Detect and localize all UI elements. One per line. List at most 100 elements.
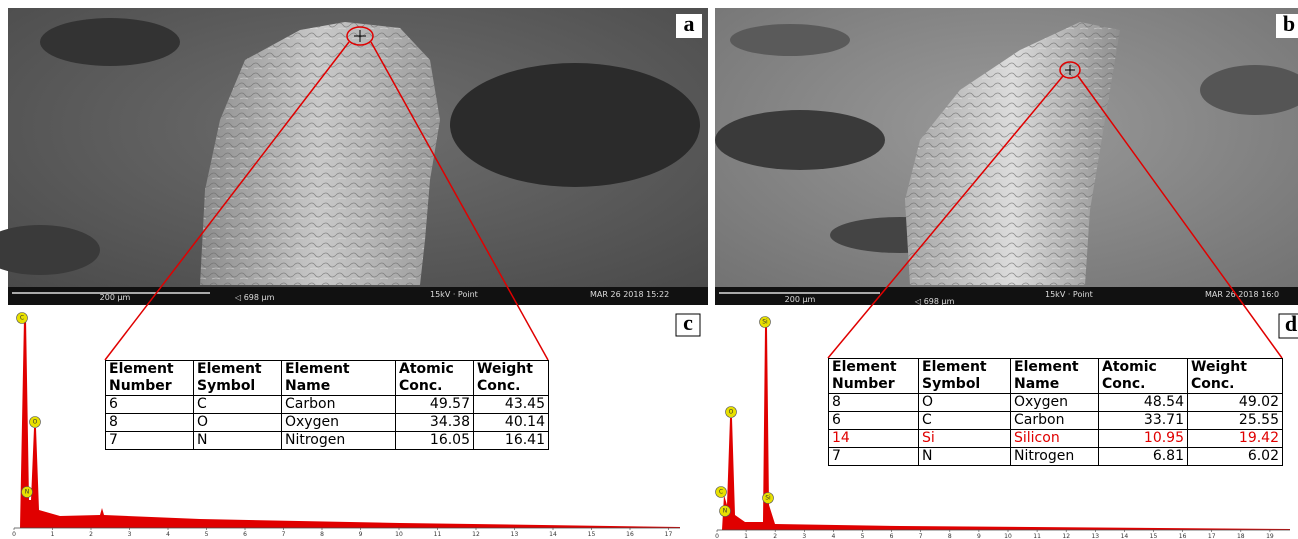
- table-cell: 8: [106, 414, 194, 432]
- table-cell: 16.41: [474, 432, 549, 450]
- header-cell: Element Name: [282, 361, 396, 396]
- x-tick-label: 1: [51, 531, 55, 538]
- peak-label: O: [729, 409, 734, 416]
- x-tick-label: 7: [919, 533, 923, 539]
- x-tick-label: 16: [626, 531, 634, 538]
- header-cell: Element Symbol: [194, 361, 282, 396]
- table-cell: 7: [829, 448, 919, 466]
- peak-label: C: [719, 489, 723, 496]
- x-tick-label: 13: [511, 531, 519, 538]
- table-cell: Si: [919, 430, 1011, 448]
- table-cell: 48.54: [1099, 394, 1188, 412]
- x-tick-label: 10: [395, 531, 403, 538]
- header-cell: Element Name: [1011, 359, 1099, 394]
- x-tick-label: 8: [948, 533, 952, 539]
- peak-label: O: [33, 419, 38, 426]
- table-cell: 49.57: [396, 396, 474, 414]
- x-tick-label: 13: [1091, 533, 1099, 539]
- x-tick-label: 10: [1004, 533, 1012, 539]
- table-cell: Oxygen: [1011, 394, 1099, 412]
- sem-image-a: [0, 8, 708, 305]
- x-tick-label: 4: [166, 531, 170, 538]
- x-tick-label: 16: [1179, 533, 1187, 539]
- x-tick-label: 15: [1150, 533, 1158, 539]
- peak-label: Si: [765, 495, 771, 502]
- panel-label: a: [684, 11, 695, 36]
- x-tick-label: 2: [89, 531, 93, 538]
- x-tick-label: 3: [802, 533, 806, 539]
- table-cell: 6: [829, 412, 919, 430]
- table-cell: 43.45: [474, 396, 549, 414]
- x-tick-label: 1: [744, 533, 748, 539]
- panel-label: b: [1283, 11, 1295, 36]
- table-cell: Oxygen: [282, 414, 396, 432]
- peak-label: N: [25, 489, 30, 496]
- x-tick-label: 0: [12, 531, 16, 538]
- x-tick-label: 9: [359, 531, 363, 538]
- table-cell: Silicon: [1011, 430, 1099, 448]
- x-tick-label: 3: [128, 531, 132, 538]
- x-tick-label: 14: [1121, 533, 1129, 539]
- x-tick-label: 5: [205, 531, 209, 538]
- header-row: Element NumberElement SymbolElement Name…: [106, 361, 549, 396]
- mode: 15kV · Point: [430, 290, 478, 299]
- table-cell: N: [919, 448, 1011, 466]
- table-cell: C: [194, 396, 282, 414]
- width-readout: ◁ 698 µm: [914, 297, 955, 306]
- mode: 15kV · Point: [1045, 290, 1093, 299]
- panel-label: d: [1285, 311, 1297, 336]
- peak-label: N: [723, 508, 728, 515]
- table-cell: 40.14: [474, 414, 549, 432]
- x-tick-label: 18: [1237, 533, 1245, 539]
- x-tick-label: 11: [1033, 533, 1041, 539]
- x-tick-label: 12: [472, 531, 480, 538]
- header-cell: Weight Conc.: [1188, 359, 1283, 394]
- table-cell: 19.42: [1188, 430, 1283, 448]
- peak-label: C: [20, 315, 24, 322]
- scale-bar: 200 µm: [100, 293, 131, 302]
- header-cell: Element Symbol: [919, 359, 1011, 394]
- table-cell: Carbon: [282, 396, 396, 414]
- header-cell: Element Number: [829, 359, 919, 394]
- table-cell: O: [919, 394, 1011, 412]
- table-cell: 34.38: [396, 414, 474, 432]
- panel-label: c: [683, 310, 693, 335]
- header-cell: Weight Conc.: [474, 361, 549, 396]
- table-cell: 6: [106, 396, 194, 414]
- table-cell: 8: [829, 394, 919, 412]
- timestamp: MAR 26 2018 15:22: [590, 290, 669, 299]
- x-tick-label: 4: [831, 533, 835, 539]
- width-readout: ◁ 698 µm: [234, 293, 275, 302]
- table-cell: Nitrogen: [1011, 448, 1099, 466]
- table-cell: C: [919, 412, 1011, 430]
- header-cell: Atomic Conc.: [396, 361, 474, 396]
- x-tick-label: 0: [715, 533, 719, 539]
- x-tick-label: 14: [549, 531, 557, 538]
- table-cell: 33.71: [1099, 412, 1188, 430]
- x-tick-label: 5: [861, 533, 865, 539]
- table-cell: 49.02: [1188, 394, 1283, 412]
- table-cell: 6.81: [1099, 448, 1188, 466]
- scale-bar: 200 µm: [785, 295, 816, 304]
- x-tick-label: 17: [1208, 533, 1216, 539]
- x-tick-label: 7: [282, 531, 286, 538]
- x-tick-label: 15: [588, 531, 596, 538]
- x-tick-label: 8: [320, 531, 324, 538]
- header-cell: Element Number: [106, 361, 194, 396]
- x-tick-label: 2: [773, 533, 777, 539]
- eds-table: Element NumberElement SymbolElement Name…: [828, 358, 1283, 466]
- table-cell: 6.02: [1188, 448, 1283, 466]
- table-cell: 7: [106, 432, 194, 450]
- x-tick-label: 17: [665, 531, 673, 538]
- x-tick-label: 12: [1062, 533, 1070, 539]
- table-cell: Carbon: [1011, 412, 1099, 430]
